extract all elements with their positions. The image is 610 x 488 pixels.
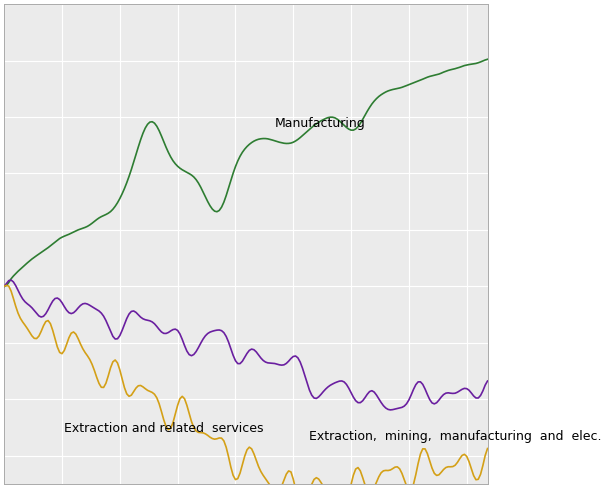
Text: Manufacturing: Manufacturing <box>274 117 365 129</box>
Text: Extraction and related  services: Extraction and related services <box>64 422 264 435</box>
Text: Extraction,  mining,  manufacturing  and  elec.: Extraction, mining, manufacturing and el… <box>309 429 602 443</box>
